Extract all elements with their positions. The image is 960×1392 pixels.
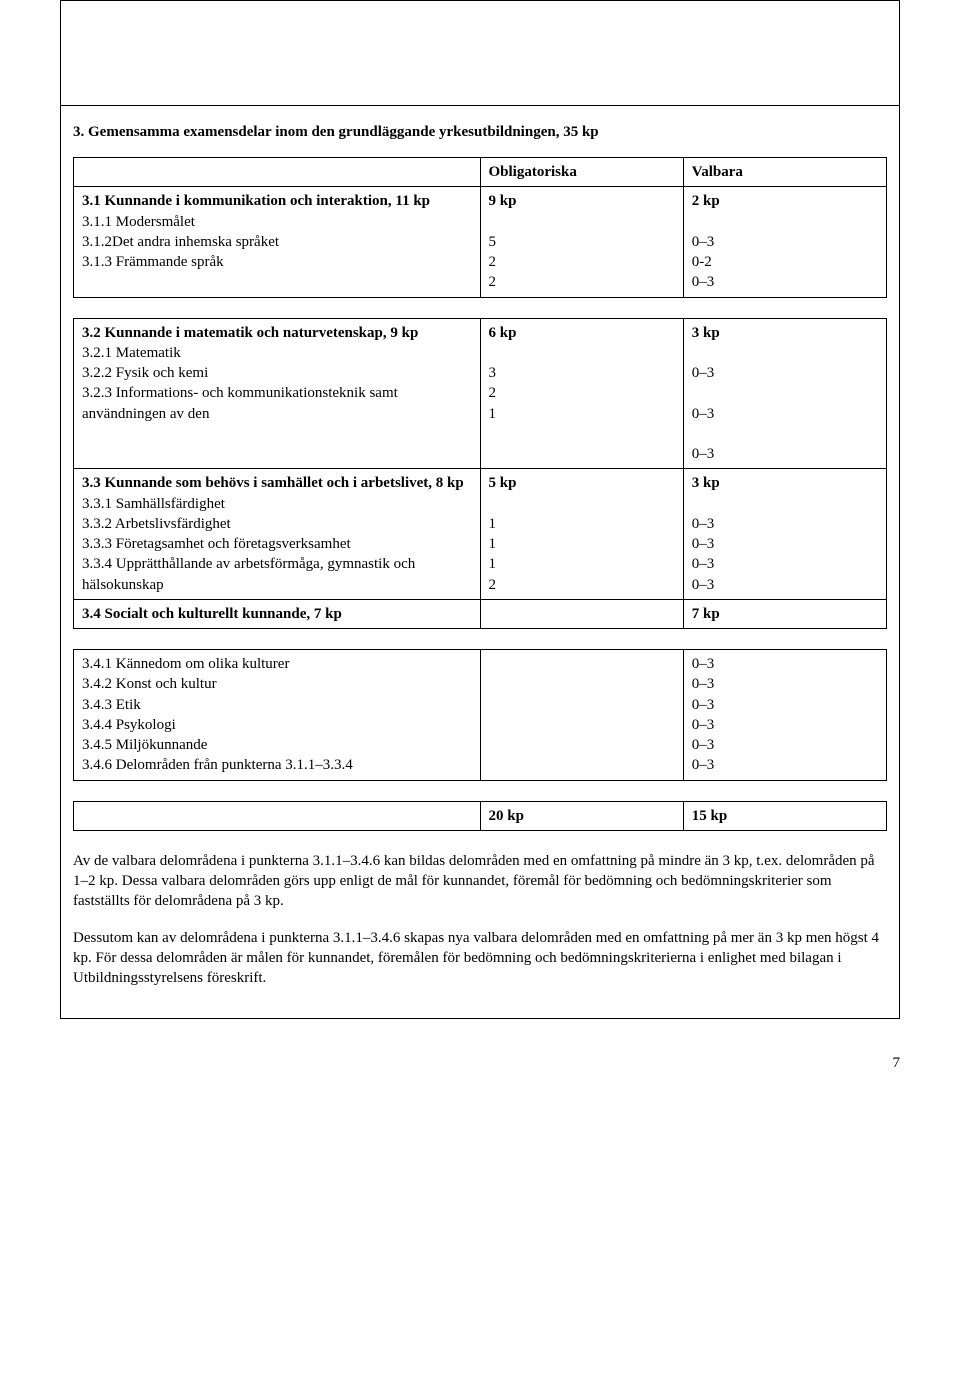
table-totals: 20 kp 15 kp [73, 801, 887, 831]
table-row: 3.4 Socialt och kulturellt kunnande, 7 k… [74, 599, 887, 628]
cell-b: 0–30–30–30–30–30–3 [683, 650, 886, 781]
table-section-3-1: Obligatoriska Valbara 3.1 Kunnande i kom… [73, 157, 887, 298]
cell-a [480, 599, 683, 628]
table-row: 20 kp 15 kp [74, 801, 887, 830]
cell-label: 3.1 Kunnande i kommunikation och interak… [74, 187, 481, 297]
table-row: 3.3 Kunnande som behövs i samhället och … [74, 469, 887, 600]
cell-a [480, 650, 683, 781]
document-page: 3. Gemensamma examensdelar inom den grun… [0, 0, 960, 1049]
cell-a: 20 kp [480, 801, 683, 830]
table-section-3-2-to-3-4: 3.2 Kunnande i matematik och naturvetens… [73, 318, 887, 630]
table-header-row: Obligatoriska Valbara [74, 158, 887, 187]
paragraph-1: Av de valbara delområdena i punkterna 3.… [73, 851, 887, 912]
table-section-3-4-sub: 3.4.1 Kännedom om olika kulturer3.4.2 Ko… [73, 649, 887, 781]
cell-b: 3 kp0–30–30–30–3 [683, 469, 886, 600]
cell-b: 2 kp0–30-20–3 [683, 187, 886, 297]
cell-label [74, 801, 481, 830]
page-number: 7 [0, 1049, 960, 1072]
cell-label: 3.4.1 Kännedom om olika kulturer3.4.2 Ko… [74, 650, 481, 781]
cell-b: 15 kp [683, 801, 886, 830]
cell-label: 3.2 Kunnande i matematik och naturvetens… [74, 318, 481, 469]
content-area: 3. Gemensamma examensdelar inom den grun… [61, 106, 899, 1018]
header-cell-oblig: Obligatoriska [480, 158, 683, 187]
table-row: 3.1 Kunnande i kommunikation och interak… [74, 187, 887, 297]
cell-a: 5 kp1112 [480, 469, 683, 600]
cell-label: 3.3 Kunnande som behövs i samhället och … [74, 469, 481, 600]
header-spacer [61, 1, 899, 106]
table-row: 3.2 Kunnande i matematik och naturvetens… [74, 318, 887, 469]
outer-border: 3. Gemensamma examensdelar inom den grun… [60, 0, 900, 1019]
cell-a: 6 kp321 [480, 318, 683, 469]
header-cell-valb: Valbara [683, 158, 886, 187]
table-row: 3.4.1 Kännedom om olika kulturer3.4.2 Ko… [74, 650, 887, 781]
header-cell-blank [74, 158, 481, 187]
cell-label: 3.4 Socialt och kulturellt kunnande, 7 k… [74, 599, 481, 628]
cell-a: 9 kp522 [480, 187, 683, 297]
paragraph-2: Dessutom kan av delområdena i punkterna … [73, 928, 887, 989]
section-heading: 3. Gemensamma examensdelar inom den grun… [73, 124, 887, 141]
cell-b: 7 kp [683, 599, 886, 628]
cell-b: 3 kp0–30–30–3 [683, 318, 886, 469]
